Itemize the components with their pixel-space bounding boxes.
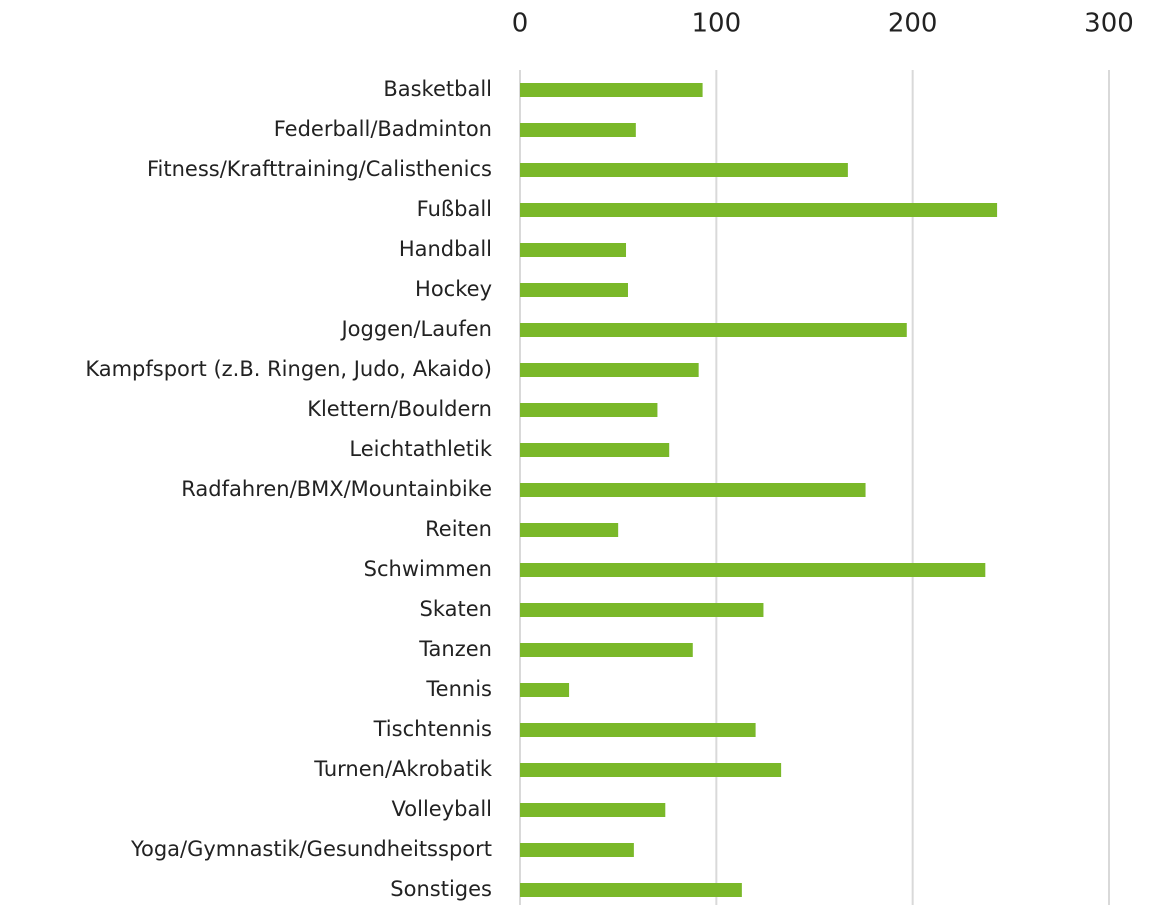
y-tick-label: Turnen/Akrobatik bbox=[313, 757, 493, 781]
y-tick-label: Skaten bbox=[420, 597, 492, 621]
bar bbox=[520, 243, 627, 257]
y-tick-label: Hockey bbox=[415, 277, 492, 301]
bar bbox=[520, 883, 742, 897]
y-tick-label: Radfahren/BMX/Mountainbike bbox=[181, 477, 492, 501]
y-tick-label: Sonstiges bbox=[390, 877, 492, 901]
bar bbox=[520, 83, 703, 97]
y-tick-label: Fußball bbox=[417, 197, 492, 221]
y-tick-label: Leichtathletik bbox=[349, 437, 492, 461]
y-tick-label: Schwimmen bbox=[364, 557, 492, 581]
y-tick-label: Joggen/Laufen bbox=[339, 317, 492, 341]
bar bbox=[520, 203, 998, 217]
bar bbox=[520, 643, 693, 657]
bar bbox=[520, 403, 658, 417]
y-tick-label: Tanzen bbox=[418, 637, 492, 661]
x-tick-label: 300 bbox=[1084, 9, 1134, 39]
bar bbox=[520, 163, 848, 177]
y-tick-label: Tischtennis bbox=[373, 717, 492, 741]
x-tick-label: 200 bbox=[888, 9, 938, 39]
y-tick-label: Reiten bbox=[425, 517, 492, 541]
bar bbox=[520, 563, 986, 577]
y-tick-label: Yoga/Gymnastik/Gesundheitssport bbox=[130, 837, 492, 861]
bar bbox=[520, 843, 634, 857]
y-tick-label: Volleyball bbox=[392, 797, 492, 821]
y-tick-label: Tennis bbox=[425, 677, 492, 701]
bar bbox=[520, 123, 636, 137]
y-tick-label: Handball bbox=[399, 237, 492, 261]
bar bbox=[520, 363, 699, 377]
bar bbox=[520, 763, 782, 777]
y-tick-label: Fitness/Krafttraining/Calisthenics bbox=[147, 157, 492, 181]
bar bbox=[520, 323, 907, 337]
bar bbox=[520, 683, 570, 697]
bar bbox=[520, 483, 866, 497]
y-tick-label: Basketball bbox=[383, 77, 492, 101]
y-tick-label: Klettern/Bouldern bbox=[307, 397, 492, 421]
y-tick-label: Federball/Badminton bbox=[274, 117, 492, 141]
bar bbox=[520, 803, 666, 817]
bar bbox=[520, 283, 628, 297]
y-tick-label: Kampfsport (z.B. Ringen, Judo, Akaido) bbox=[85, 357, 492, 381]
x-tick-label: 100 bbox=[692, 9, 742, 39]
x-tick-label: 0 bbox=[512, 9, 529, 39]
bar bbox=[520, 723, 756, 737]
bar bbox=[520, 523, 619, 537]
bar bbox=[520, 603, 764, 617]
bar bbox=[520, 443, 670, 457]
